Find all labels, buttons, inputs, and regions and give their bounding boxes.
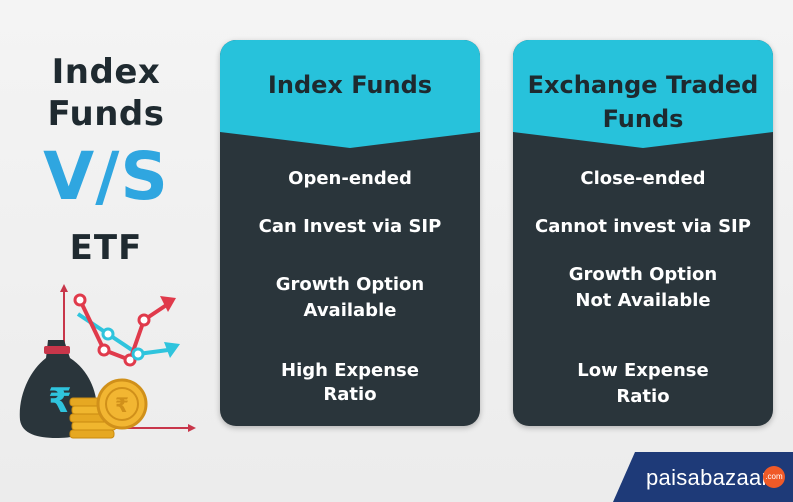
card-heading-line1: Exchange Traded xyxy=(527,71,759,99)
title-index: Index xyxy=(51,52,161,92)
card-row-growth-line2: Not Available xyxy=(575,290,711,311)
card-row-sip: Can Invest via SIP xyxy=(258,216,442,237)
brand-logo: paisabazaar xyxy=(646,465,770,490)
card-row-expense-line2: Ratio xyxy=(616,386,670,407)
title-etf: ETF xyxy=(69,228,143,268)
svg-text:₹: ₹ xyxy=(115,393,129,417)
index-funds-card: Index Funds Open-ended Can Invest via SI… xyxy=(220,40,480,426)
card-row-growth-line1: Growth Option xyxy=(275,274,425,295)
brand-banner xyxy=(613,452,793,502)
card-header: Exchange Traded Funds xyxy=(513,40,773,195)
trend-arrows-icon xyxy=(60,284,196,432)
card-header: Index Funds xyxy=(220,40,480,195)
card-row-expense-line1: High Expense xyxy=(281,360,419,381)
card-row-type: Open-ended xyxy=(288,168,412,189)
card-row-growth-line1: Growth Option xyxy=(568,264,718,285)
coin-stack-icon: ₹ xyxy=(69,378,148,439)
card-heading: Index Funds xyxy=(267,71,433,99)
card-row-growth-line2: Available xyxy=(303,300,397,321)
etf-card: Exchange Traded Funds Close-ended Cannot… xyxy=(513,40,773,426)
card-row-type: Close-ended xyxy=(580,168,706,189)
title-vs: V/S xyxy=(43,138,169,215)
card-row-sip: Cannot invest via SIP xyxy=(535,216,751,237)
brand-badge: .com xyxy=(763,466,785,488)
card-row-expense-line1: Low Expense xyxy=(577,360,709,381)
card-heading-line2: Funds xyxy=(602,105,684,133)
finance-illustration: ₹ ₹ xyxy=(19,284,196,439)
title-funds: Funds xyxy=(47,94,165,134)
card-row-expense-line2: Ratio xyxy=(323,384,377,405)
svg-text:₹: ₹ xyxy=(48,381,72,421)
